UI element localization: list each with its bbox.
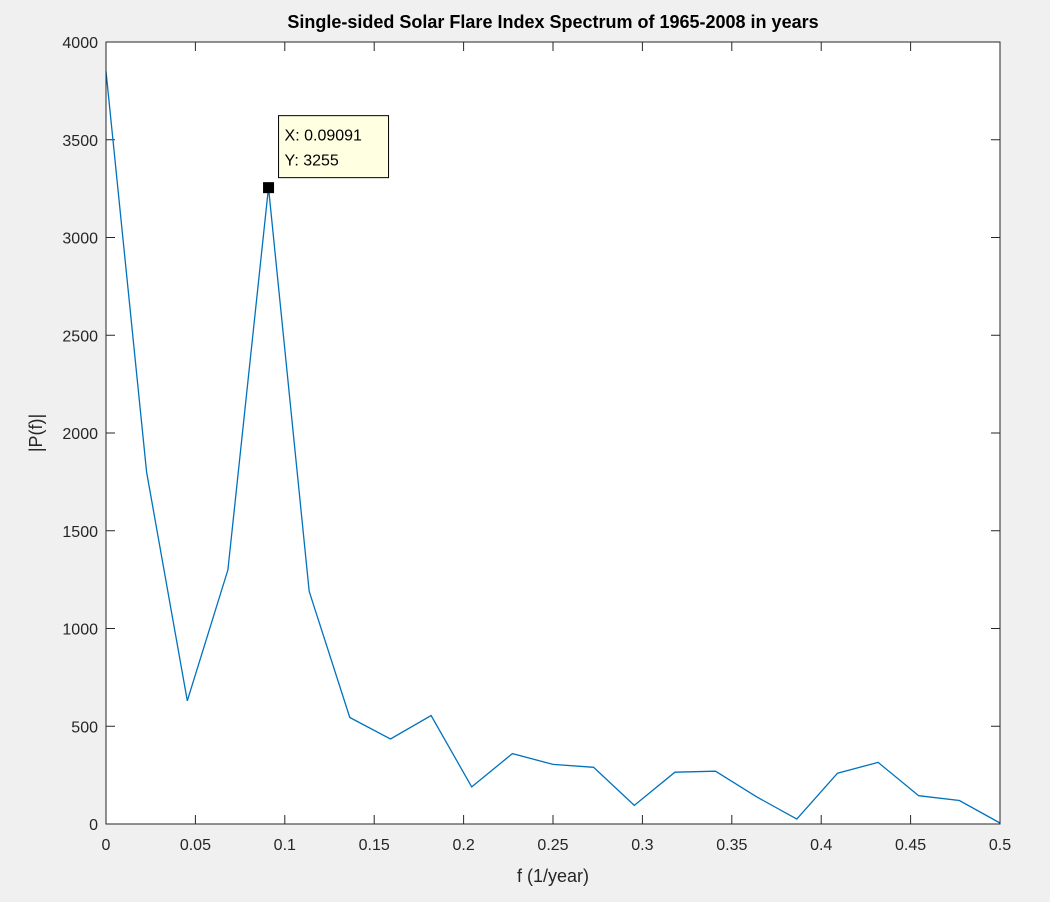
x-tick-label: 0.05 <box>180 837 211 854</box>
x-tick-label: 0.1 <box>274 837 296 854</box>
plot-area <box>106 42 1000 824</box>
x-tick-label: 0.25 <box>537 837 568 854</box>
x-tick-label: 0.35 <box>716 837 747 854</box>
y-axis-label: |P(f)| <box>26 414 46 452</box>
x-tick-label: 0.5 <box>989 837 1011 854</box>
x-tick-label: 0.4 <box>810 837 832 854</box>
y-tick-label: 3000 <box>62 231 98 248</box>
y-tick-label: 0 <box>89 817 98 834</box>
series-line <box>105 71 1001 824</box>
x-axis-label: f (1/year) <box>517 866 589 886</box>
data-tip-y-text: Y: 3255 <box>285 153 339 170</box>
chart-title: Single-sided Solar Flare Index Spectrum … <box>287 12 818 32</box>
plot-frame <box>105 41 1001 825</box>
ticks-layer: 0 0.05 0.1 0.15 0.2 0.25 0.3 0.35 0.4 0.45 0.5 0 500… <box>62 35 1011 854</box>
y-tick-label: 2000 <box>62 426 98 443</box>
x-tick-label: 0.3 <box>631 837 653 854</box>
data-tip-marker[interactable] <box>263 182 275 194</box>
y-tick-label: 1500 <box>62 524 98 541</box>
x-tick-label: 0.15 <box>359 837 390 854</box>
data-tip-box[interactable] <box>278 115 390 179</box>
y-tick-label: 3500 <box>62 133 98 150</box>
x-tick-label: 0.2 <box>452 837 474 854</box>
data-tip-x-text: X: 0.09091 <box>285 128 363 145</box>
y-tick-label: 2500 <box>62 328 98 345</box>
y-tick-label: 4000 <box>62 35 98 52</box>
x-tick-label: 0.45 <box>895 837 926 854</box>
y-tick-label: 1000 <box>62 622 98 639</box>
data-tip[interactable]: X: 0.09091 Y: 3255 <box>263 115 390 194</box>
x-tick-label: 0 <box>102 837 111 854</box>
y-tick-label: 500 <box>71 719 98 736</box>
